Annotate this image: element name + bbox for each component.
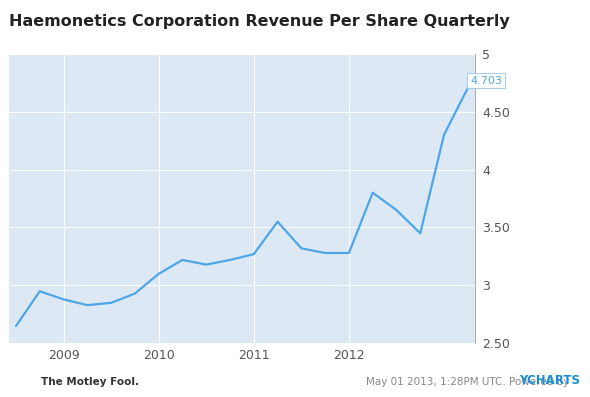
Text: 4.703: 4.703 [470, 76, 502, 86]
Text: May 01 2013, 1:28PM UTC. Powered by: May 01 2013, 1:28PM UTC. Powered by [366, 377, 572, 387]
Text: Haemonetics Corporation Revenue Per Share Quarterly: Haemonetics Corporation Revenue Per Shar… [9, 14, 510, 29]
Text: The Motley Fool.: The Motley Fool. [41, 377, 139, 387]
Text: YCHARTS: YCHARTS [519, 374, 580, 387]
